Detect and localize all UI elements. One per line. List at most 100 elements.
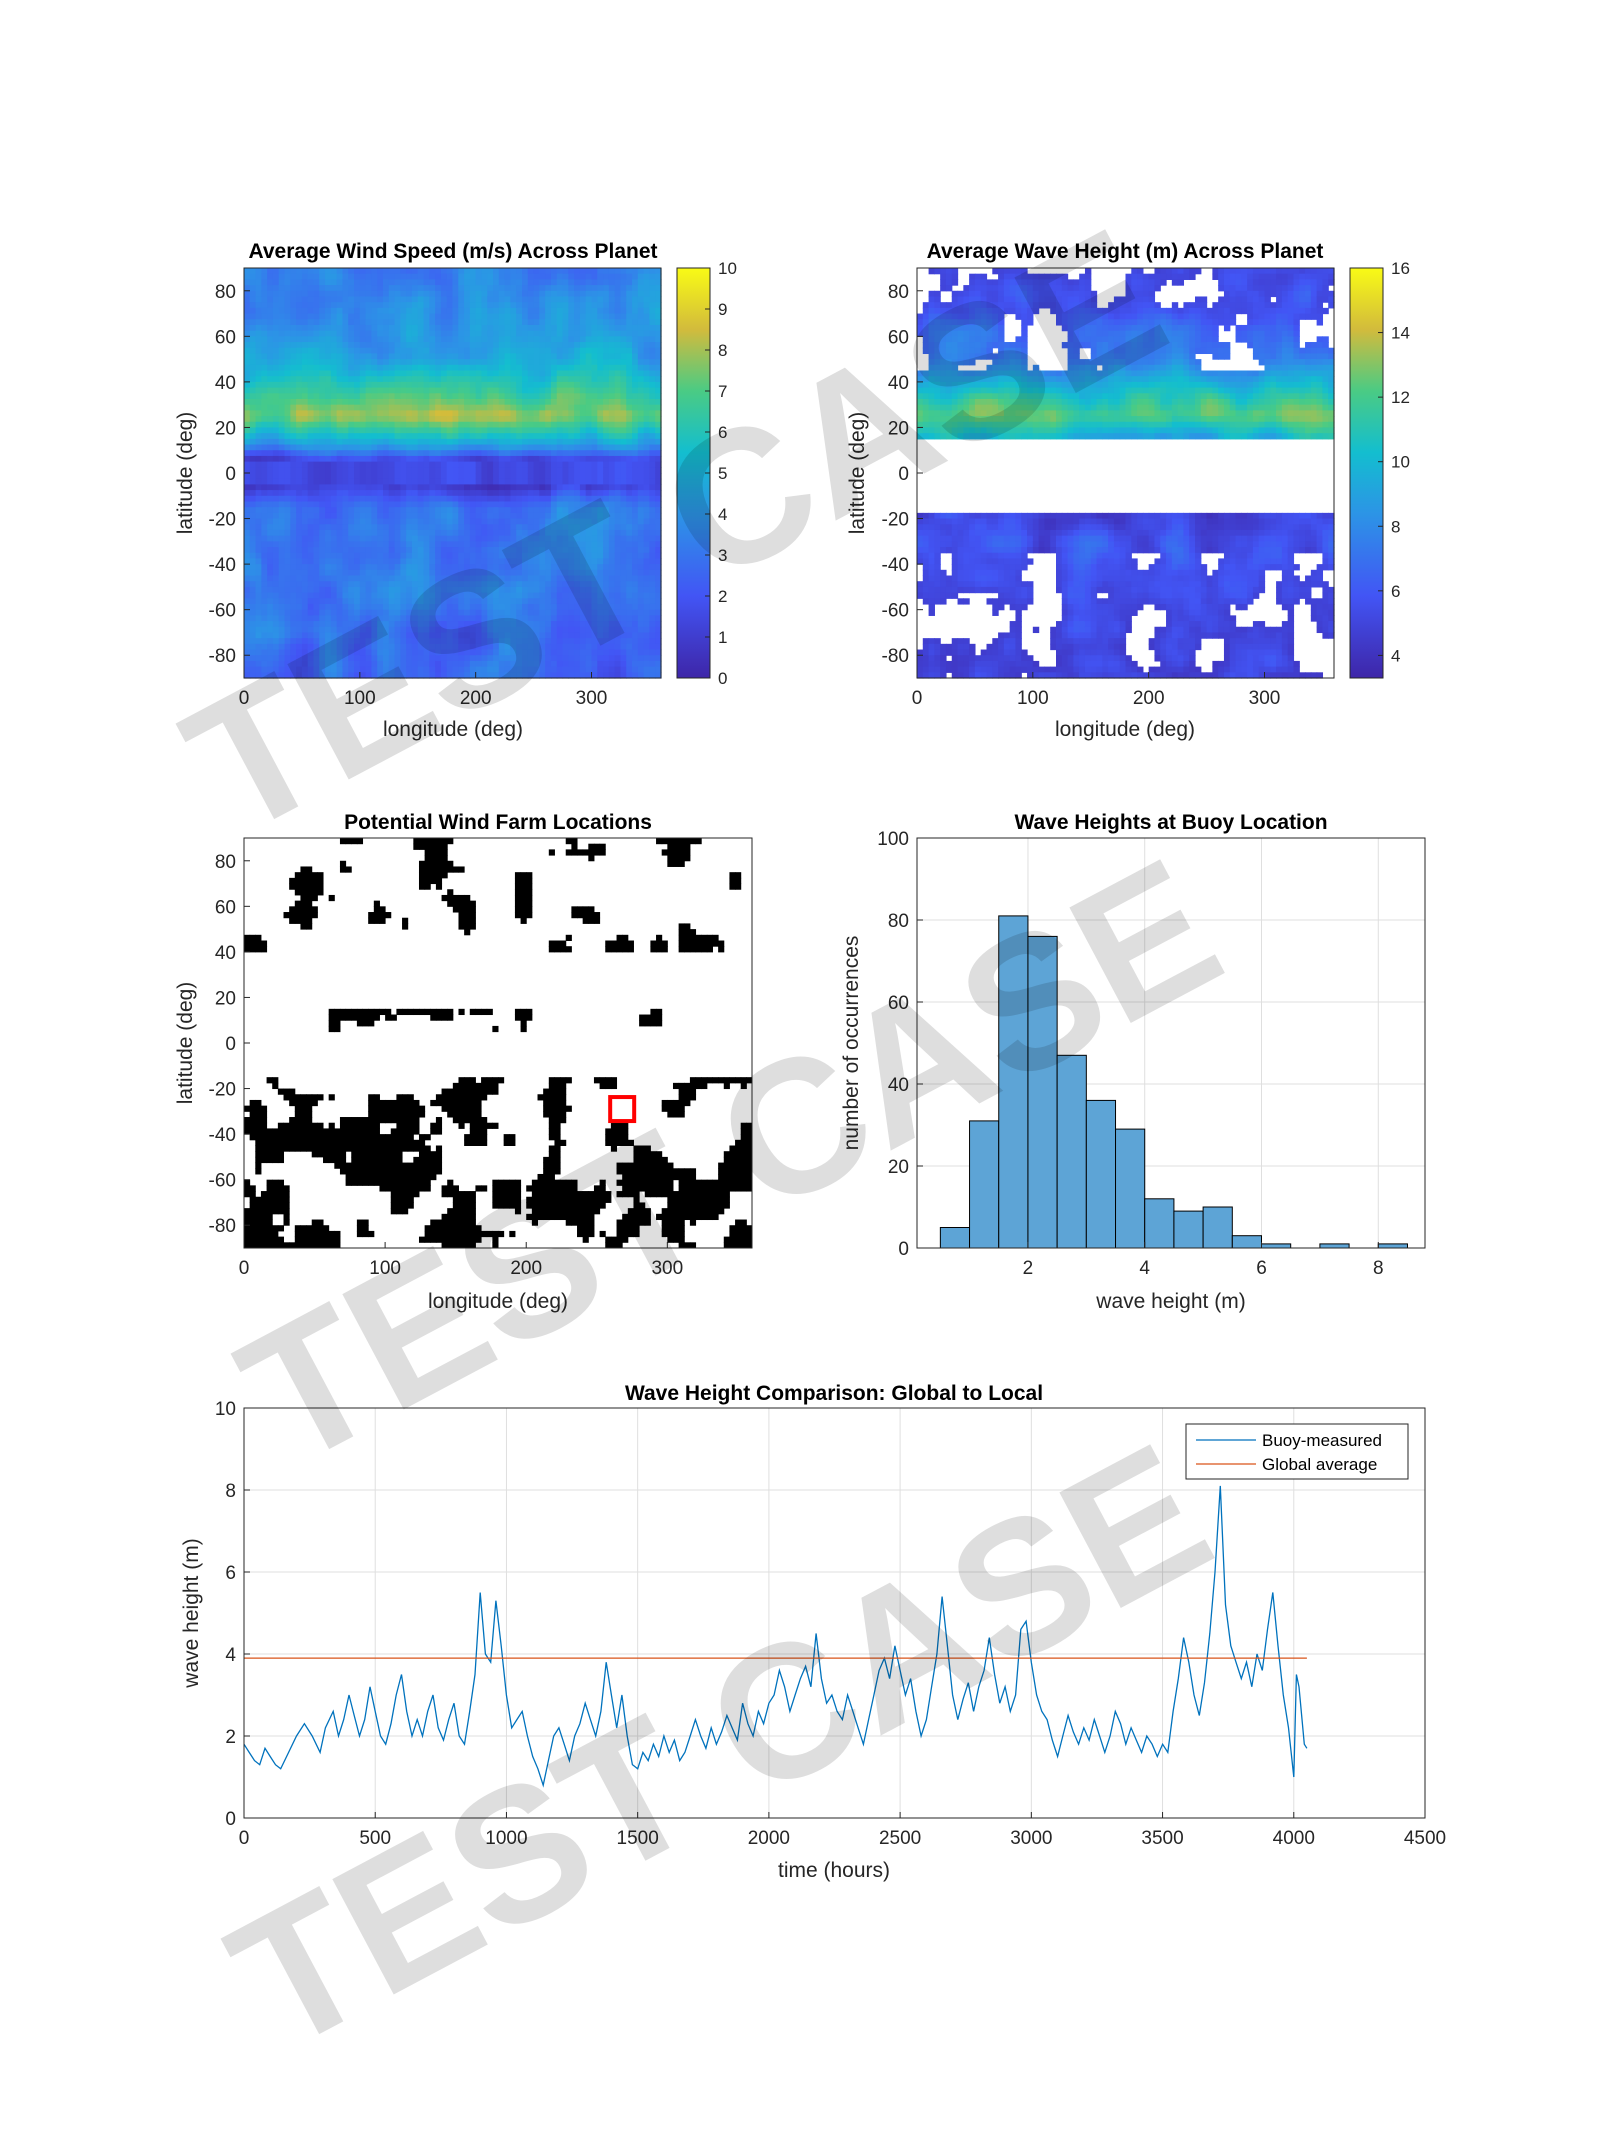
wind-cell: [614, 387, 622, 394]
wind-cell: [556, 615, 564, 622]
wind-cell: [388, 359, 396, 366]
wind-cell: [585, 535, 593, 542]
wind-cell: [244, 336, 251, 343]
wind-cell: [278, 529, 286, 537]
wind-cell: [568, 569, 575, 577]
wind-cell: [608, 666, 616, 673]
wind-cell: [458, 598, 465, 605]
wind-cell: [545, 467, 552, 474]
wind-cell: [429, 501, 436, 508]
wind-cell: [464, 547, 471, 554]
wind-cell: [637, 558, 645, 565]
wind-cell: [440, 387, 448, 394]
wind-cell: [632, 268, 639, 275]
wind-cell: [493, 638, 500, 645]
wind-cell: [249, 524, 257, 531]
wind-cell: [411, 478, 419, 485]
wind-cell: [527, 575, 535, 582]
wind-cell: [290, 336, 297, 343]
wind-cell: [255, 490, 262, 497]
wind-cell: [325, 638, 332, 645]
wind-cell: [348, 569, 355, 577]
wind-cell: [458, 268, 465, 275]
wind-cell: [516, 558, 523, 565]
wind-cell: [469, 524, 477, 531]
wind-cell: [516, 547, 523, 554]
wind-cell: [359, 302, 367, 309]
wind-cell: [307, 535, 315, 542]
wind-cell: [556, 364, 564, 372]
wind-cell: [411, 376, 419, 383]
wind-cell: [498, 313, 506, 320]
wind-cell: [278, 376, 286, 383]
wind-cell: [498, 484, 506, 491]
wind-cell: [487, 655, 494, 662]
wind-cell: [452, 564, 459, 571]
wind-cell: [522, 478, 529, 485]
wind-cell: [574, 655, 581, 662]
wind-cell: [330, 495, 338, 503]
wind-cell: [313, 427, 320, 434]
wind-cell: [446, 364, 454, 372]
wind-cell: [562, 529, 569, 537]
wind-cell: [620, 586, 627, 594]
wind-cell: [475, 569, 483, 577]
wind-cell: [440, 581, 448, 588]
wind-cell: [261, 381, 268, 389]
wind-cell: [603, 438, 610, 446]
wind-cell: [469, 547, 477, 554]
wind-cell: [267, 467, 274, 474]
wind-cell: [603, 575, 610, 582]
wind-cell: [272, 410, 280, 417]
wind-cell: [330, 484, 338, 491]
wind-cell: [319, 421, 326, 429]
wind-cell: [643, 398, 651, 406]
wind-cell: [464, 416, 471, 423]
wind-cell: [603, 552, 610, 560]
wind-cell: [244, 638, 251, 645]
wind-cell: [504, 592, 512, 599]
wind-cell: [603, 296, 610, 303]
wind-cell: [440, 473, 448, 480]
wind-cell: [272, 643, 280, 651]
wind-cell: [446, 529, 454, 537]
wind-cell: [307, 330, 315, 337]
wind-cell: [475, 273, 483, 280]
wind-cell: [585, 632, 593, 639]
wind-cell: [278, 330, 286, 337]
wind-cell: [516, 421, 523, 429]
wind-cell: [325, 285, 332, 292]
wind-cell: [325, 575, 332, 582]
wind-cell: [481, 307, 488, 315]
wind-cell: [365, 518, 373, 525]
wind-cell: [458, 615, 465, 622]
wind-cell: [348, 444, 355, 451]
wind-cell: [423, 433, 430, 440]
wind-cell: [296, 603, 303, 611]
wind-cell: [383, 473, 390, 480]
wind-cell: [423, 421, 430, 429]
wind-cell: [377, 552, 384, 560]
wind-cell: [533, 524, 540, 531]
wind-cell: [550, 416, 558, 423]
wind-cell: [261, 438, 268, 446]
wind-cell: [400, 541, 407, 548]
wind-cell: [377, 660, 384, 668]
wind-cell: [348, 461, 355, 468]
wind-cell: [313, 507, 320, 514]
wind-cell: [330, 307, 338, 315]
wind-cell: [313, 547, 320, 554]
wind-cell: [597, 603, 604, 611]
wind-cell: [423, 285, 430, 292]
wind-cell: [307, 381, 315, 389]
wind-cell: [516, 410, 523, 417]
wind-cell: [637, 444, 645, 451]
wind-cell: [261, 621, 268, 628]
wind-cell: [620, 484, 627, 491]
wind-cell: [319, 655, 326, 662]
wind-cell: [371, 632, 378, 639]
wind-cell: [255, 609, 262, 616]
wind-cell: [591, 495, 598, 503]
wind-cell: [417, 387, 425, 394]
wind-cell: [325, 649, 332, 656]
